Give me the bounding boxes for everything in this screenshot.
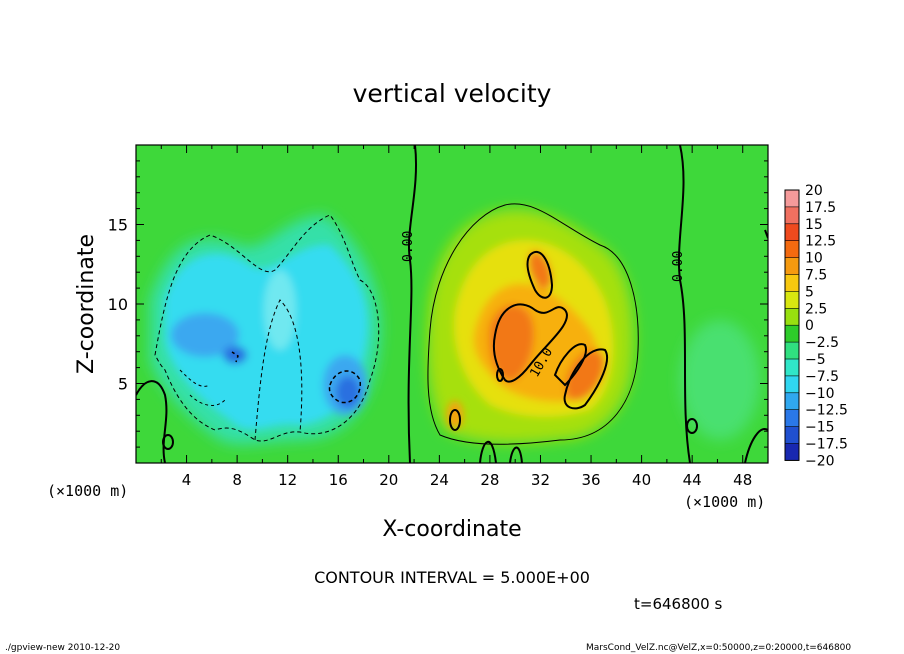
contour-lines bbox=[136, 145, 768, 463]
colorbar-label: −20 bbox=[805, 453, 835, 469]
footer-right: MarsCond_VelZ.nc@VelZ,x=0:50000,z=0:2000… bbox=[586, 643, 851, 653]
colorbar-label: −5 bbox=[805, 352, 826, 368]
colorbar-swatch bbox=[785, 206, 799, 224]
x-tick-label: 28 bbox=[480, 471, 499, 489]
colorbar-swatch bbox=[785, 223, 799, 241]
colorbar-label: 12.5 bbox=[805, 234, 836, 250]
x-tick-label: 4 bbox=[182, 471, 192, 489]
colorbar-label: −2.5 bbox=[805, 335, 839, 351]
x-unit-right: (×1000 m) bbox=[684, 493, 765, 511]
x-tick-label: 12 bbox=[278, 471, 297, 489]
colorbar-label: −15 bbox=[805, 420, 835, 436]
colorbar-label: −7.5 bbox=[805, 369, 839, 385]
y-tick-label: 5 bbox=[118, 375, 128, 394]
colorbar-label: 17.5 bbox=[805, 200, 836, 216]
footer-left: ./gpview-new 2010-12-20 bbox=[5, 643, 120, 653]
colorbar-label: 5 bbox=[805, 284, 814, 300]
x-tick-label: 32 bbox=[531, 471, 550, 489]
contour-label: 0.00 bbox=[401, 231, 416, 262]
colorbar-swatch bbox=[785, 409, 799, 427]
field-blobs bbox=[150, 209, 760, 445]
colorbar-label: −17.5 bbox=[805, 437, 848, 453]
y-axis-title: Z-coordinate bbox=[74, 234, 99, 374]
contour-interval-text: CONTOUR INTERVAL = 5.000E+00 bbox=[314, 568, 590, 587]
chart-title: vertical velocity bbox=[353, 79, 552, 108]
colorbar-swatch bbox=[785, 392, 799, 410]
colorbar: 2017.51512.5107.552.50−2.5−5−7.5−10−12.5… bbox=[784, 183, 848, 469]
x-tick-label: 20 bbox=[379, 471, 398, 489]
colorbar-swatch bbox=[785, 342, 799, 359]
x-tick-label: 48 bbox=[733, 471, 752, 489]
colorbar-swatch bbox=[785, 426, 799, 444]
y-tick-label: 15 bbox=[108, 216, 128, 235]
colorbar-swatch bbox=[785, 190, 799, 207]
colorbar-swatch bbox=[785, 308, 799, 326]
contour-label: 0.00 bbox=[671, 251, 686, 282]
colorbar-swatch bbox=[785, 240, 799, 258]
colorbar-swatch bbox=[785, 443, 799, 461]
x-axis-title: X-coordinate bbox=[382, 517, 521, 542]
colorbar-label: 7.5 bbox=[805, 268, 827, 284]
colorbar-swatch bbox=[785, 375, 799, 393]
colorbar-label: −10 bbox=[805, 386, 835, 402]
x-unit-left: (×1000 m) bbox=[47, 482, 128, 500]
plot-area: 0.00 0.00 10.0 bbox=[136, 145, 768, 463]
colorbar-label: 20 bbox=[805, 183, 823, 199]
colorbar-swatch bbox=[785, 274, 799, 292]
colorbar-swatch bbox=[785, 291, 799, 309]
x-tick-label: 44 bbox=[683, 471, 702, 489]
x-tick-label: 40 bbox=[632, 471, 651, 489]
colorbar-swatch bbox=[785, 359, 799, 376]
colorbar-label: 15 bbox=[805, 217, 823, 233]
colorbar-label: 10 bbox=[805, 251, 823, 267]
time-text: t=646800 s bbox=[634, 595, 722, 613]
colorbar-label: 2.5 bbox=[805, 301, 827, 317]
x-tick-label: 24 bbox=[430, 471, 449, 489]
x-tick-label: 16 bbox=[329, 471, 348, 489]
x-tick-label: 36 bbox=[581, 471, 600, 489]
colorbar-label: −12.5 bbox=[805, 403, 848, 419]
colorbar-swatch bbox=[785, 325, 799, 343]
colorbar-swatch bbox=[785, 257, 799, 275]
x-tick-label: 8 bbox=[232, 471, 242, 489]
colorbar-label: 0 bbox=[805, 318, 814, 334]
y-tick-label: 10 bbox=[108, 295, 128, 314]
